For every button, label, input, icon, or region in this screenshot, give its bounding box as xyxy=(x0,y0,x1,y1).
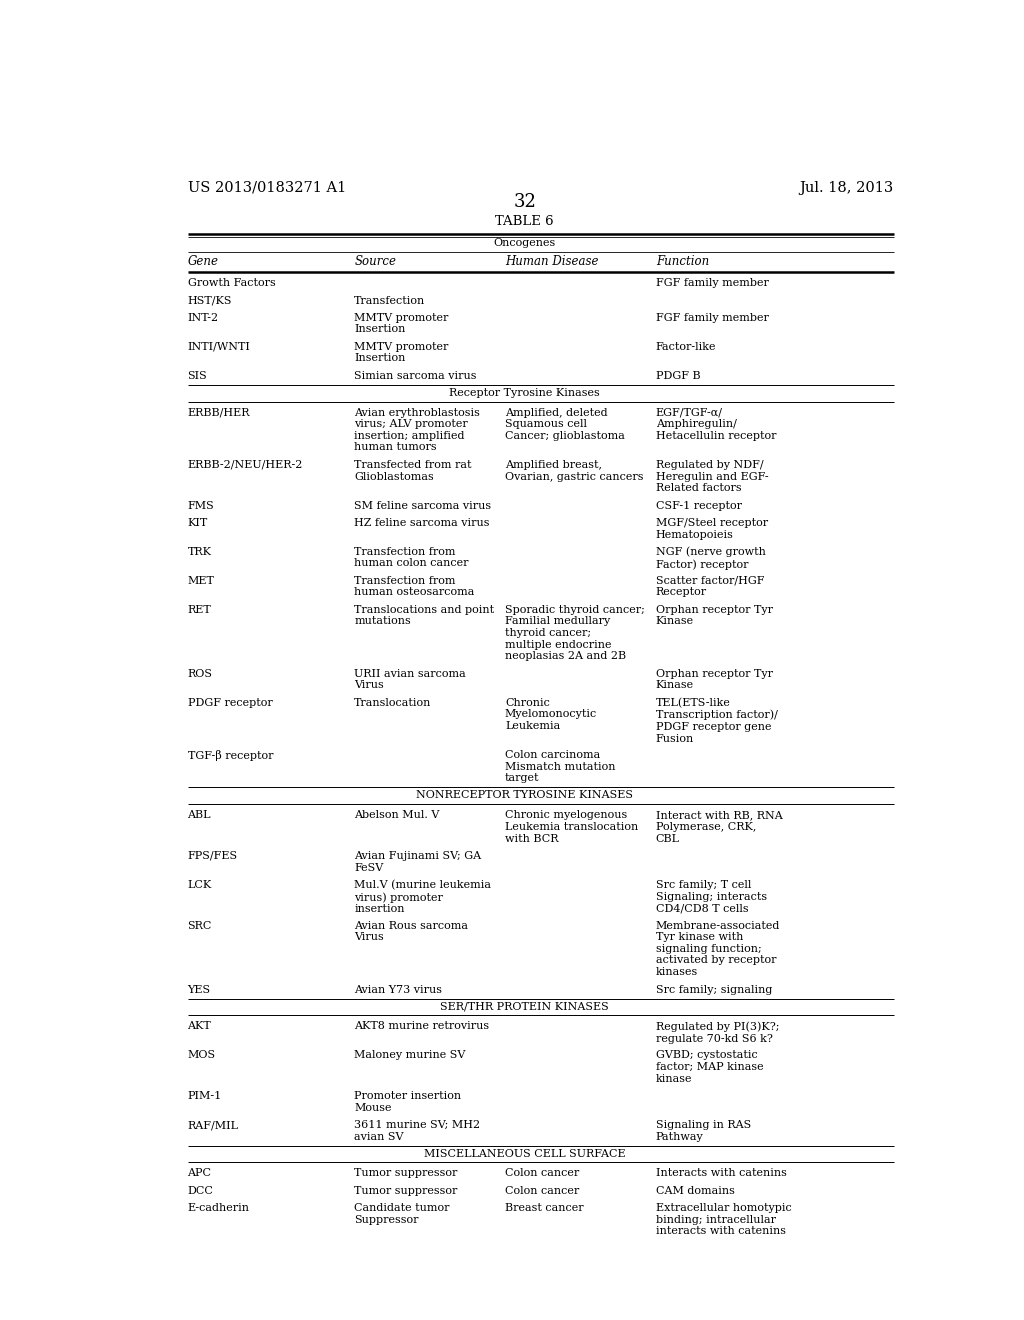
Text: Maloney murine SV: Maloney murine SV xyxy=(354,1051,466,1060)
Text: TABLE 6: TABLE 6 xyxy=(496,215,554,228)
Text: Avian Fujinami SV; GA
FeSV: Avian Fujinami SV; GA FeSV xyxy=(354,851,481,873)
Text: URII avian sarcoma
Virus: URII avian sarcoma Virus xyxy=(354,669,466,690)
Text: MET: MET xyxy=(187,576,214,586)
Text: SER/THR PROTEIN KINASES: SER/THR PROTEIN KINASES xyxy=(440,1002,609,1011)
Text: EGF/TGF-α/
Amphiregulin/
Hetacellulin receptor: EGF/TGF-α/ Amphiregulin/ Hetacellulin re… xyxy=(655,408,776,441)
Text: SRC: SRC xyxy=(187,920,212,931)
Text: NGF (nerve growth
Factor) receptor: NGF (nerve growth Factor) receptor xyxy=(655,546,766,570)
Text: Abelson Mul. V: Abelson Mul. V xyxy=(354,810,439,820)
Text: KIT: KIT xyxy=(187,517,208,528)
Text: Sporadic thyroid cancer;
Familial medullary
thyroid cancer;
multiple endocrine
n: Sporadic thyroid cancer; Familial medull… xyxy=(505,605,645,661)
Text: INT-2: INT-2 xyxy=(187,313,219,323)
Text: MGF/Steel receptor
Hematopoieis: MGF/Steel receptor Hematopoieis xyxy=(655,517,768,540)
Text: Colon cancer: Colon cancer xyxy=(505,1185,580,1196)
Text: Extracellular homotypic
binding; intracellular
interacts with catenins: Extracellular homotypic binding; intrace… xyxy=(655,1203,792,1237)
Text: PDGF B: PDGF B xyxy=(655,371,700,381)
Text: Signaling in RAS
Pathway: Signaling in RAS Pathway xyxy=(655,1119,751,1142)
Text: INTI/WNTI: INTI/WNTI xyxy=(187,342,251,352)
Text: SM feline sarcoma virus: SM feline sarcoma virus xyxy=(354,500,492,511)
Text: Human Disease: Human Disease xyxy=(505,256,598,268)
Text: Membrane-associated
Tyr kinase with
signaling function;
activated by receptor
ki: Membrane-associated Tyr kinase with sign… xyxy=(655,920,780,977)
Text: Orphan receptor Tyr
Kinase: Orphan receptor Tyr Kinase xyxy=(655,605,773,627)
Text: YES: YES xyxy=(187,985,211,995)
Text: Gene: Gene xyxy=(187,256,218,268)
Text: Regulated by PI(3)K?;
regulate 70-kd S6 k?: Regulated by PI(3)K?; regulate 70-kd S6 … xyxy=(655,1022,779,1044)
Text: Chronic
Myelomonocytic
Leukemia: Chronic Myelomonocytic Leukemia xyxy=(505,698,597,731)
Text: Avian Rous sarcoma
Virus: Avian Rous sarcoma Virus xyxy=(354,920,468,942)
Text: NONRECEPTOR TYROSINE KINASES: NONRECEPTOR TYROSINE KINASES xyxy=(417,791,633,800)
Text: Src family; signaling: Src family; signaling xyxy=(655,985,772,995)
Text: PIM-1: PIM-1 xyxy=(187,1092,222,1101)
Text: AKT8 murine retrovirus: AKT8 murine retrovirus xyxy=(354,1022,489,1031)
Text: Colon carcinoma
Mismatch mutation
target: Colon carcinoma Mismatch mutation target xyxy=(505,750,615,783)
Text: Avian Y73 virus: Avian Y73 virus xyxy=(354,985,442,995)
Text: Translocations and point
mutations: Translocations and point mutations xyxy=(354,605,495,627)
Text: Amplified breast,
Ovarian, gastric cancers: Amplified breast, Ovarian, gastric cance… xyxy=(505,459,643,482)
Text: Colon cancer: Colon cancer xyxy=(505,1168,580,1179)
Text: Simian sarcoma virus: Simian sarcoma virus xyxy=(354,371,477,381)
Text: DCC: DCC xyxy=(187,1185,213,1196)
Text: TRK: TRK xyxy=(187,546,212,557)
Text: Jul. 18, 2013: Jul. 18, 2013 xyxy=(800,181,894,195)
Text: RAF/MIL: RAF/MIL xyxy=(187,1119,239,1130)
Text: Tumor suppressor: Tumor suppressor xyxy=(354,1185,458,1196)
Text: Promoter insertion
Mouse: Promoter insertion Mouse xyxy=(354,1092,461,1113)
Text: GVBD; cystostatic
factor; MAP kinase
kinase: GVBD; cystostatic factor; MAP kinase kin… xyxy=(655,1051,763,1084)
Text: TEL(ETS-like
Transcription factor)/
PDGF receptor gene
Fusion: TEL(ETS-like Transcription factor)/ PDGF… xyxy=(655,698,777,743)
Text: LCK: LCK xyxy=(187,880,212,890)
Text: Function: Function xyxy=(655,256,709,268)
Text: Growth Factors: Growth Factors xyxy=(187,279,275,288)
Text: Factor-like: Factor-like xyxy=(655,342,716,352)
Text: Receptor Tyrosine Kinases: Receptor Tyrosine Kinases xyxy=(450,388,600,397)
Text: Interact with RB, RNA
Polymerase, CRK,
CBL: Interact with RB, RNA Polymerase, CRK, C… xyxy=(655,810,782,843)
Text: AKT: AKT xyxy=(187,1022,211,1031)
Text: Orphan receptor Tyr
Kinase: Orphan receptor Tyr Kinase xyxy=(655,669,773,690)
Text: Transfection: Transfection xyxy=(354,296,425,306)
Text: HZ feline sarcoma virus: HZ feline sarcoma virus xyxy=(354,517,489,528)
Text: Mul.V (murine leukemia
virus) promoter
insertion: Mul.V (murine leukemia virus) promoter i… xyxy=(354,880,492,915)
Text: Chronic myelogenous
Leukemia translocation
with BCR: Chronic myelogenous Leukemia translocati… xyxy=(505,810,638,843)
Text: FMS: FMS xyxy=(187,500,214,511)
Text: Avian erythroblastosis
virus; ALV promoter
insertion; amplified
human tumors: Avian erythroblastosis virus; ALV promot… xyxy=(354,408,480,453)
Text: TGF-β receptor: TGF-β receptor xyxy=(187,750,273,762)
Text: 32: 32 xyxy=(513,193,537,211)
Text: FGF family member: FGF family member xyxy=(655,313,769,323)
Text: E-cadherin: E-cadherin xyxy=(187,1203,250,1213)
Text: Transfection from
human osteosarcoma: Transfection from human osteosarcoma xyxy=(354,576,474,598)
Text: Src family; T cell
Signaling; interacts
CD4/CD8 T cells: Src family; T cell Signaling; interacts … xyxy=(655,880,767,913)
Text: MMTV promoter
Insertion: MMTV promoter Insertion xyxy=(354,342,449,363)
Text: Tumor suppressor: Tumor suppressor xyxy=(354,1168,458,1179)
Text: Oncogenes: Oncogenes xyxy=(494,238,556,248)
Text: ROS: ROS xyxy=(187,669,213,678)
Text: Regulated by NDF/
Heregulin and EGF-
Related factors: Regulated by NDF/ Heregulin and EGF- Rel… xyxy=(655,459,768,494)
Text: MOS: MOS xyxy=(187,1051,216,1060)
Text: Candidate tumor
Suppressor: Candidate tumor Suppressor xyxy=(354,1203,450,1225)
Text: FGF family member: FGF family member xyxy=(655,279,769,288)
Text: ERBB/HER: ERBB/HER xyxy=(187,408,250,417)
Text: Interacts with catenins: Interacts with catenins xyxy=(655,1168,786,1179)
Text: ERBB-2/NEU/HER-2: ERBB-2/NEU/HER-2 xyxy=(187,459,303,470)
Text: APC: APC xyxy=(187,1168,212,1179)
Text: Amplified, deleted
Squamous cell
Cancer; glioblastoma: Amplified, deleted Squamous cell Cancer;… xyxy=(505,408,625,441)
Text: CSF-1 receptor: CSF-1 receptor xyxy=(655,500,741,511)
Text: CAM domains: CAM domains xyxy=(655,1185,734,1196)
Text: Transfection from
human colon cancer: Transfection from human colon cancer xyxy=(354,546,469,569)
Text: FPS/FES: FPS/FES xyxy=(187,851,238,861)
Text: Breast cancer: Breast cancer xyxy=(505,1203,584,1213)
Text: MMTV promoter
Insertion: MMTV promoter Insertion xyxy=(354,313,449,334)
Text: PDGF receptor: PDGF receptor xyxy=(187,698,272,708)
Text: RET: RET xyxy=(187,605,211,615)
Text: HST/KS: HST/KS xyxy=(187,296,232,306)
Text: Scatter factor/HGF
Receptor: Scatter factor/HGF Receptor xyxy=(655,576,764,598)
Text: ABL: ABL xyxy=(187,810,211,820)
Text: SIS: SIS xyxy=(187,371,207,381)
Text: 3611 murine SV; MH2
avian SV: 3611 murine SV; MH2 avian SV xyxy=(354,1119,480,1142)
Text: MISCELLANEOUS CELL SURFACE: MISCELLANEOUS CELL SURFACE xyxy=(424,1148,626,1159)
Text: Translocation: Translocation xyxy=(354,698,431,708)
Text: Source: Source xyxy=(354,256,396,268)
Text: US 2013/0183271 A1: US 2013/0183271 A1 xyxy=(187,181,346,195)
Text: Transfected from rat
Glioblastomas: Transfected from rat Glioblastomas xyxy=(354,459,472,482)
